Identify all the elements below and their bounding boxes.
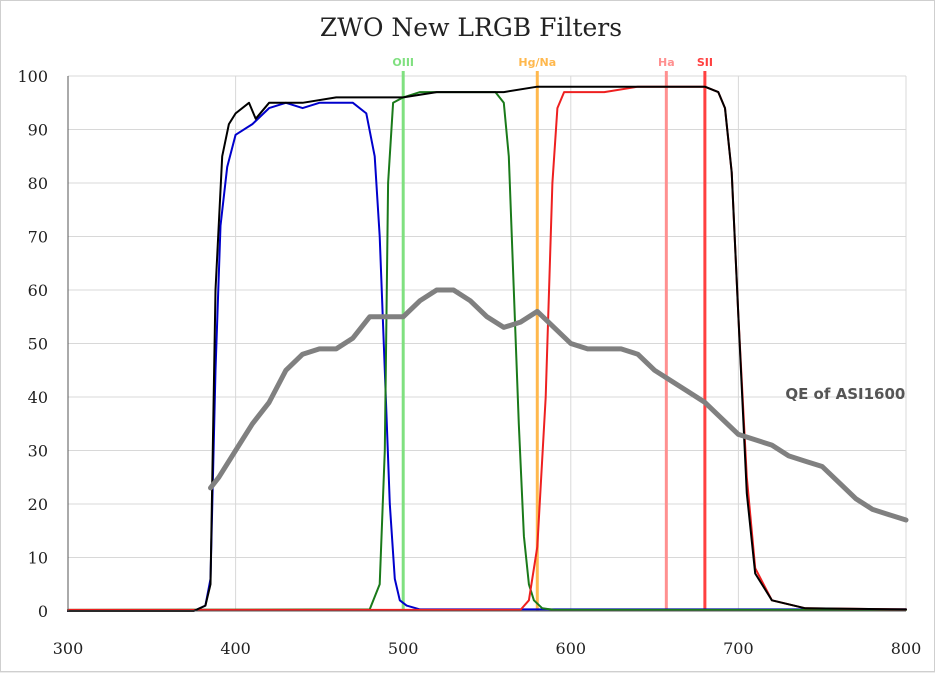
chart-title: ZWO New LRGB Filters	[320, 13, 622, 42]
y-tick-label: 100	[17, 67, 48, 86]
x-tick-label: 800	[891, 639, 922, 658]
y-tick-label: 80	[28, 174, 48, 193]
axes: 0 10 20 30 40 50 60 70 80 90 100 300 400 500 600 700 800	[17, 67, 921, 658]
y-tick-label: 40	[28, 388, 48, 407]
qe-annotation: QE of ASI1600	[785, 385, 905, 403]
x-tick-label: 600	[556, 639, 587, 658]
series-line	[67, 85, 907, 612]
x-tick-label: 500	[388, 639, 419, 658]
emission-line-label: SII	[697, 56, 713, 69]
emission-lines: OIII Hg/Na Ha SII	[392, 56, 713, 611]
emission-line-label: OIII	[392, 56, 414, 69]
series-line	[67, 91, 907, 611]
y-tick-label: 50	[28, 335, 48, 354]
series-group	[67, 85, 909, 612]
y-tick-label: 20	[28, 495, 48, 514]
series-line	[67, 101, 907, 612]
x-tick-label: 700	[723, 639, 754, 658]
series-line	[67, 85, 907, 611]
y-tick-label: 0	[38, 602, 48, 621]
x-tick-label: 300	[53, 639, 84, 658]
y-tick-label: 90	[28, 121, 48, 140]
emission-line-label: Hg/Na	[518, 56, 556, 69]
emission-line-label: Ha	[658, 56, 675, 69]
y-tick-label: 10	[28, 549, 48, 568]
annotations: QE of ASI1600	[785, 385, 905, 403]
y-tick-label: 70	[28, 228, 48, 247]
y-tick-label: 60	[28, 281, 48, 300]
series-line	[208, 287, 909, 523]
x-tick-label: 400	[220, 639, 251, 658]
grid	[67, 75, 907, 612]
y-tick-label: 30	[28, 442, 48, 461]
